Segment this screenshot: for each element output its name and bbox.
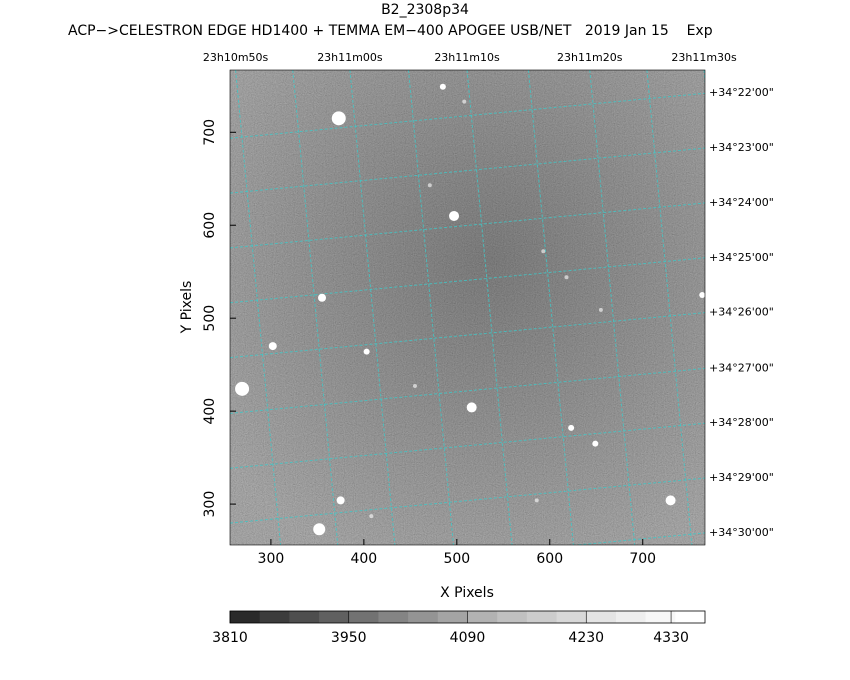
dec-grid-line xyxy=(230,312,705,359)
dec-tick-label: +34°30'00" xyxy=(709,526,774,539)
colorbar-segment xyxy=(645,611,676,623)
colorbar-tick-label: 4230 xyxy=(568,630,604,646)
ra-tick-label: 23h11m10s xyxy=(434,51,500,64)
colorbar-segment xyxy=(467,611,498,623)
subtitle: ACP−>CELESTRON EDGE HD1400 + TEMMA EM−40… xyxy=(68,23,713,39)
plot-frame xyxy=(229,69,706,546)
dec-grid-line xyxy=(230,202,705,249)
star xyxy=(699,291,705,298)
dec-grid-line xyxy=(230,422,705,469)
star xyxy=(412,384,417,389)
y-tick-label: 600 xyxy=(202,212,218,239)
image-shading xyxy=(230,70,705,545)
ra-grid-line-minor xyxy=(527,70,574,545)
x-tick-label: 400 xyxy=(350,551,377,567)
star xyxy=(541,249,546,254)
ra-grid-line xyxy=(235,70,282,545)
star xyxy=(318,293,327,302)
dec-grid-line xyxy=(572,532,705,545)
colorbar-tick-label: 4330 xyxy=(653,630,689,646)
star xyxy=(592,440,599,447)
colorbar-segment xyxy=(497,611,528,623)
colorbar-segment xyxy=(378,611,409,623)
ra-grid-line xyxy=(349,70,396,545)
colorbar-tick-label: 3950 xyxy=(331,630,367,646)
dec-tick-label: +34°26'00" xyxy=(709,306,774,319)
star xyxy=(313,523,326,536)
dec-grid-line xyxy=(230,367,705,414)
y-tick-label: 700 xyxy=(202,119,218,146)
ra-grid-line xyxy=(589,70,636,545)
star xyxy=(466,402,477,413)
colorbar-segment xyxy=(230,611,261,623)
dec-tick-label: +34°23'00" xyxy=(709,141,774,154)
colorbar-tick-label: 3810 xyxy=(212,630,248,646)
star xyxy=(534,498,539,503)
colorbar-segment xyxy=(348,611,379,623)
y-tick-label: 500 xyxy=(202,305,218,332)
dec-grid-line xyxy=(230,257,705,304)
star xyxy=(564,275,569,280)
dec-tick-label: +34°25'00" xyxy=(709,251,774,264)
star xyxy=(331,111,346,126)
dec-tick-label: +34°27'00" xyxy=(709,361,774,374)
dec-grid-line xyxy=(230,147,705,194)
ra-tick-label: 23h11m30s xyxy=(671,51,737,64)
x-axis-label: X Pixels xyxy=(440,585,494,601)
dec-tick-label: +34°22'00" xyxy=(709,86,774,99)
ra-grid-line xyxy=(466,70,513,545)
colorbar-segment xyxy=(526,611,558,623)
dec-tick-label: +34°28'00" xyxy=(709,416,774,429)
ra-grid-line-minor xyxy=(646,70,693,545)
y-axis-label: Y Pixels xyxy=(179,281,195,335)
star xyxy=(336,496,345,505)
star xyxy=(268,342,277,351)
colorbar-segment xyxy=(259,611,290,623)
star xyxy=(235,381,250,396)
colorbar-segment xyxy=(408,611,439,623)
dec-tick-label: +34°29'00" xyxy=(709,471,774,484)
title: B2_2308p34 xyxy=(381,2,469,18)
y-tick-label: 400 xyxy=(202,398,218,425)
colorbar-segment xyxy=(675,611,706,623)
ra-tick-label: 23h11m20s xyxy=(557,51,623,64)
dec-grid-line xyxy=(230,92,705,139)
x-tick-label: 300 xyxy=(258,551,285,567)
star xyxy=(369,514,374,519)
colorbar-segment xyxy=(615,611,647,623)
dec-tick-label: +34°24'00" xyxy=(709,196,774,209)
star xyxy=(598,307,603,312)
x-tick-label: 500 xyxy=(443,551,470,567)
dec-grid-line xyxy=(230,477,705,524)
colorbar-segment xyxy=(586,611,617,623)
colorbar-segment xyxy=(437,611,468,623)
colorbar-segment xyxy=(556,611,587,623)
ra-tick-label: 23h10m50s xyxy=(203,51,269,64)
star xyxy=(427,183,432,188)
x-tick-label: 600 xyxy=(536,551,563,567)
colorbar-segment xyxy=(319,611,350,623)
y-tick-label: 300 xyxy=(202,491,218,518)
star xyxy=(449,210,460,221)
star xyxy=(568,424,575,431)
star xyxy=(665,495,676,506)
ra-grid-line-minor xyxy=(292,70,339,545)
colorbar-segment xyxy=(289,611,320,623)
ra-tick-label: 23h11m00s xyxy=(317,51,383,64)
colorbar-tick-label: 4090 xyxy=(450,630,486,646)
star xyxy=(462,99,467,104)
x-tick-label: 700 xyxy=(629,551,656,567)
star xyxy=(439,83,446,90)
star xyxy=(363,348,370,355)
ra-grid-line-minor xyxy=(407,70,454,545)
